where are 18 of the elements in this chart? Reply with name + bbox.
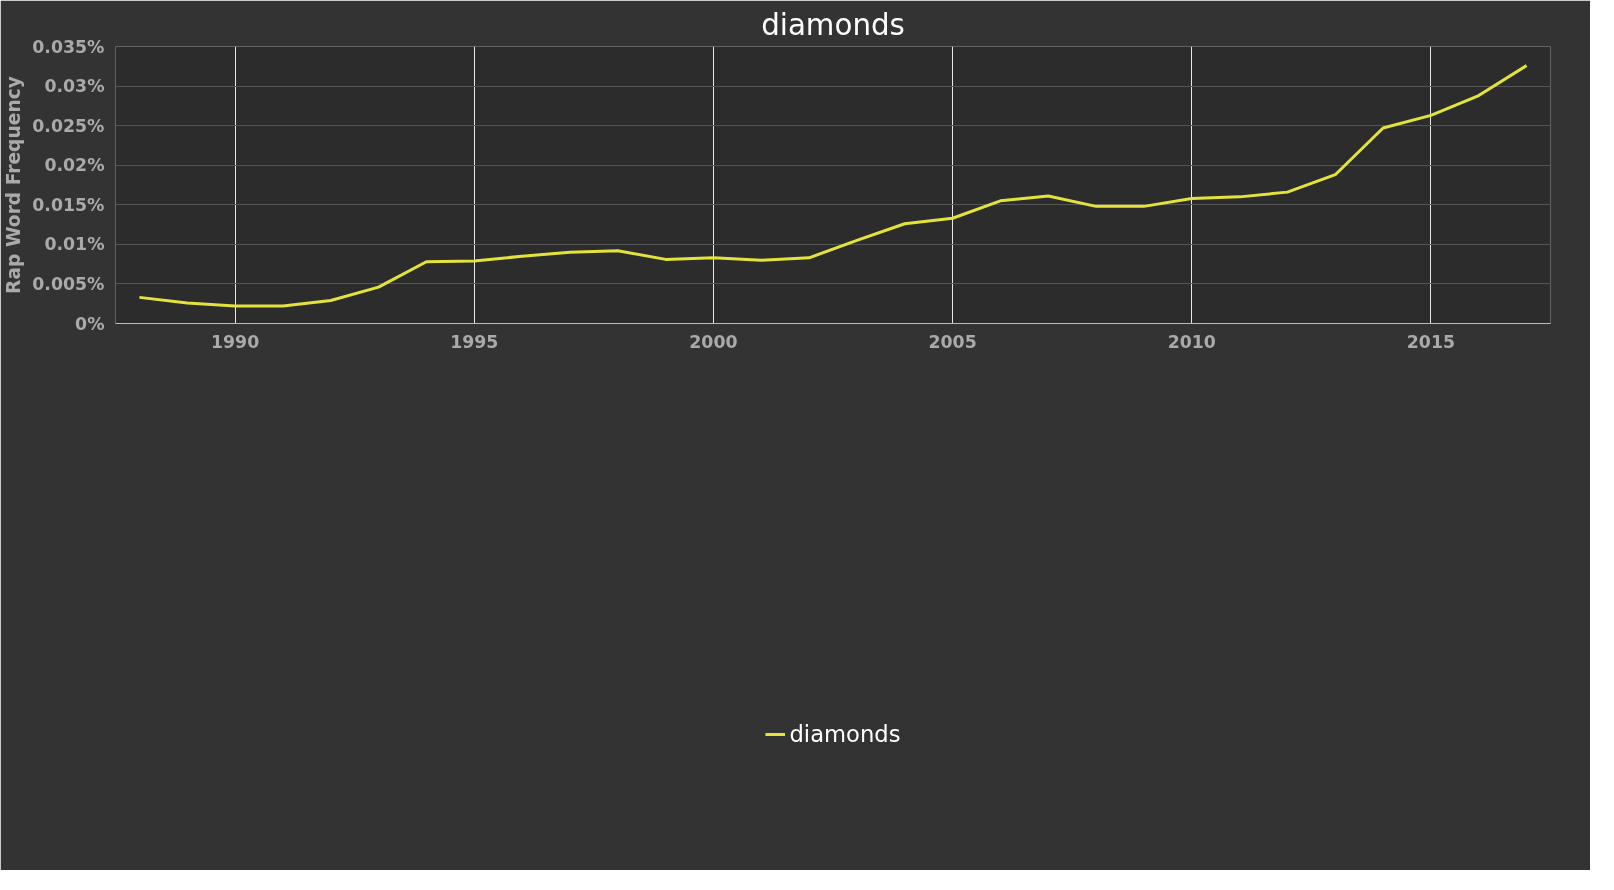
y-tick-label: 0% bbox=[75, 313, 105, 334]
y-tick-label: 0.015% bbox=[32, 194, 105, 215]
y-tick-label: 0.025% bbox=[32, 115, 105, 136]
y-tick-label: 0.035% bbox=[32, 36, 105, 57]
x-tick-label: 1995 bbox=[450, 331, 499, 352]
y-tick-label: 0.005% bbox=[32, 273, 105, 294]
y-axis-title: Rap Word Frequency bbox=[3, 76, 25, 294]
y-tick-label: 0.01% bbox=[44, 234, 105, 255]
y-tick-label: 0.03% bbox=[44, 76, 105, 97]
chart-title: diamonds bbox=[761, 7, 905, 42]
legend-label: diamonds bbox=[789, 720, 901, 747]
line-series bbox=[137, 63, 1529, 308]
x-tick-label: 1990 bbox=[210, 331, 260, 352]
y-tick-label: 0.02% bbox=[44, 155, 105, 176]
x-tick-label: 2015 bbox=[1406, 331, 1456, 352]
x-tick-label: 2005 bbox=[928, 331, 977, 352]
x-tick-label: 2010 bbox=[1167, 331, 1216, 352]
x-tick-label: 2000 bbox=[689, 331, 738, 352]
